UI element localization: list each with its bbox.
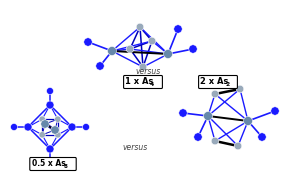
Circle shape [55,116,61,122]
Circle shape [126,45,134,53]
Circle shape [107,46,117,56]
Circle shape [46,101,54,109]
Circle shape [39,132,45,138]
Circle shape [189,45,197,53]
Text: 4: 4 [150,82,154,87]
Circle shape [68,123,76,131]
Circle shape [234,142,242,150]
Text: 1 x As: 1 x As [125,77,153,86]
Circle shape [96,62,104,70]
Text: 2 x As: 2 x As [200,77,228,86]
Circle shape [84,38,92,46]
FancyBboxPatch shape [199,75,237,88]
Circle shape [148,37,156,45]
Circle shape [136,23,144,31]
Circle shape [83,123,89,130]
Circle shape [243,116,253,125]
Circle shape [39,116,45,122]
Circle shape [46,145,54,153]
Text: versus: versus [135,67,160,75]
Circle shape [163,50,173,59]
Circle shape [41,120,49,128]
Circle shape [194,133,202,141]
Circle shape [204,112,212,121]
Circle shape [179,109,187,117]
Text: versus: versus [122,143,148,152]
Text: 2: 2 [225,82,230,87]
Circle shape [11,123,17,130]
Text: 0.5 x As: 0.5 x As [32,159,66,168]
Circle shape [271,107,279,115]
Circle shape [51,126,59,134]
Circle shape [258,133,266,141]
Text: 8: 8 [63,164,67,169]
Circle shape [211,137,219,145]
Circle shape [174,25,182,33]
FancyBboxPatch shape [30,157,76,170]
Circle shape [211,90,219,98]
Circle shape [139,63,147,71]
Circle shape [236,85,244,93]
Circle shape [47,160,53,167]
Circle shape [24,123,32,131]
Circle shape [47,88,53,94]
Circle shape [55,132,61,138]
FancyBboxPatch shape [124,75,163,88]
